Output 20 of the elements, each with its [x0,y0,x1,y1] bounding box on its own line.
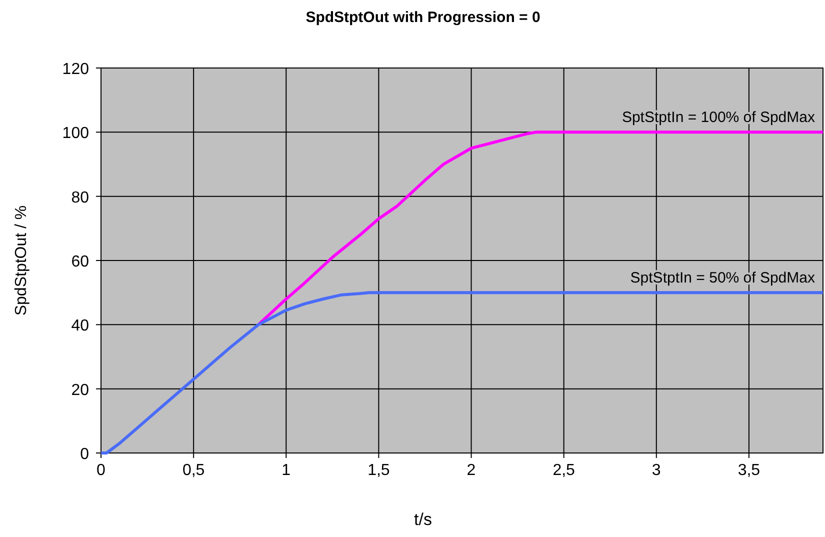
x-tick-label: 1,5 [368,462,390,479]
y-tick-label: 120 [62,61,90,78]
x-tick-label: 1 [282,462,291,479]
x-tick-label: 3 [652,462,661,479]
y-tick-label: 0 [80,446,90,463]
line-series [256,130,824,326]
line-series [100,291,824,454]
x-tick-label: 0,5 [182,462,205,479]
chart-title: SpdStptOut with Progression = 0 [306,9,540,26]
x-tick-label: 2 [466,462,476,479]
y-tick-label: 80 [71,189,90,206]
y-tick-label: 60 [71,254,90,270]
x-tick-label: 2,5 [552,462,576,479]
y-axis-title: SpdStptOut / % [13,205,30,316]
y-tick-label: 100 [62,125,90,142]
x-tick-label: 0 [96,462,106,479]
x-axis-title: t/s [414,510,432,529]
y-tick-label: 40 [71,318,90,335]
x-tick-label: 3,5 [738,462,760,479]
y-tick-label: 20 [71,382,90,399]
